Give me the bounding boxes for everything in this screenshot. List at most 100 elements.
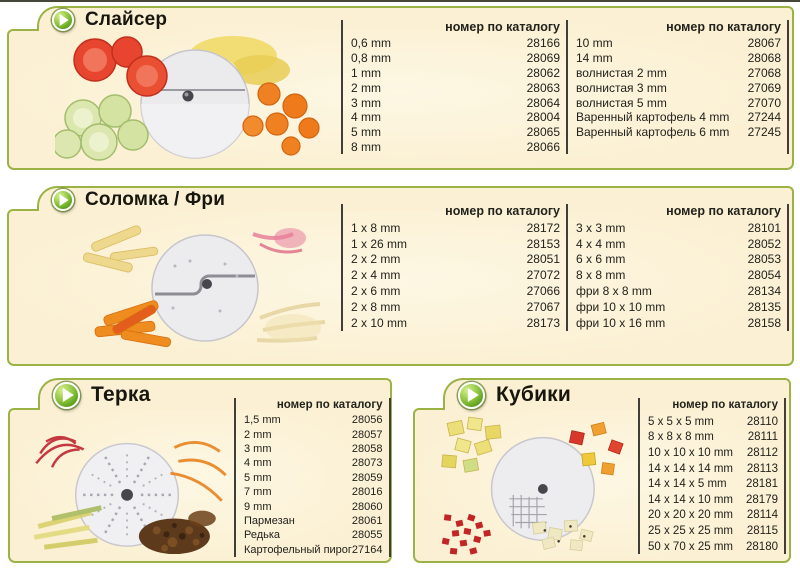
table-row: 14 x 14 x 10 mm 28179 [648, 492, 778, 508]
size-cell: 0,6 mm [351, 36, 392, 51]
section-julienne-fries: Соломка / Фри [7, 186, 794, 366]
code-cell: 28173 [526, 315, 560, 330]
size-cell: 25 x 25 x 25 mm [648, 524, 734, 537]
table-row: 6 x 6 mm 28053 [576, 252, 781, 268]
slicer-disc-icon [55, 36, 320, 161]
code-cell: 27069 [747, 80, 781, 95]
code-cell: 28051 [526, 252, 560, 267]
size-cell: 2 x 6 mm [351, 284, 401, 299]
table-row: волнистая 2 mm 27068 [576, 66, 781, 81]
size-cell: Пармезан [244, 514, 295, 527]
code-cell: 28111 [747, 431, 778, 444]
code-cell: 28061 [351, 514, 383, 527]
code-cell: 28179 [746, 493, 778, 506]
size-cell: 14 mm [576, 51, 613, 66]
code-cell: 28062 [526, 65, 560, 80]
size-cell: 4 mm [351, 110, 381, 125]
code-cell: 28055 [351, 529, 383, 542]
code-cell: 28135 [747, 299, 781, 314]
table-row: 8 x 8 x 8 mm 28111 [648, 430, 778, 446]
page-top-rule [0, 0, 800, 2]
table-row: 8 x 8 mm 28054 [576, 267, 781, 283]
size-cell: фри 10 x 10 mm [576, 299, 666, 314]
table-row: 8 mm 28066 [351, 140, 560, 155]
code-cell: 28059 [351, 471, 383, 484]
code-cell: 28016 [351, 486, 383, 499]
catalog-header: номер по каталогу [666, 20, 781, 34]
code-cell: 28052 [747, 236, 781, 251]
table-row: 0,6 mm 28166 [351, 36, 560, 51]
grater-illustration [24, 412, 236, 558]
section-cubes: Кубики [413, 378, 791, 563]
slicer-tables: номер по каталогу 0,6 mm 28166 0,8 mm 28… [341, 20, 789, 155]
play-icon [53, 381, 80, 409]
dicing-disc-icon [441, 416, 624, 555]
size-cell: 1 mm [351, 65, 381, 80]
size-cell: 1 x 26 mm [351, 236, 408, 251]
section-slicer: Слайсер [7, 6, 794, 170]
table-rows: 1 x 8 mm 28172 1 x 26 mm 28153 2 x 2 mm … [351, 220, 560, 331]
slicer-illustration [55, 32, 345, 164]
size-cell: волнистая 3 mm [576, 80, 667, 95]
catalog-header: номер по каталогу [276, 399, 383, 411]
section-title: Слайсер [85, 8, 168, 30]
table-row: 2 x 10 mm 28173 [351, 315, 560, 331]
size-cell: 5 mm [244, 471, 272, 484]
table-row: 0,8 mm 28069 [351, 51, 560, 66]
size-cell: Варенный картофель 6 mm [576, 125, 730, 140]
table-row: 14 x 14 x 14 mm 28113 [648, 461, 778, 477]
size-cell: фри 10 x 16 mm [576, 315, 666, 330]
code-cell: 28073 [351, 457, 383, 470]
size-cell: 2 x 10 mm [351, 315, 408, 330]
catalog-table: номер по каталогу 5 x 5 x 5 mm 28110 8 x… [638, 398, 786, 555]
size-cell: 2 x 4 mm [351, 268, 401, 283]
code-cell: 28166 [526, 36, 560, 51]
table-rows: 10 mm 28067 14 mm 28068 волнистая 2 mm 2… [576, 36, 781, 140]
code-cell: 28113 [746, 462, 778, 475]
table-rows: 5 x 5 x 5 mm 28110 8 x 8 x 8 mm 28111 10… [648, 414, 778, 554]
catalog-table: номер по каталогу 1 x 8 mm 28172 1 x 26 … [341, 204, 566, 331]
table-row: Варенный картофель 6 mm 27245 [576, 125, 781, 140]
code-cell: 28158 [747, 315, 781, 330]
catalog-table: номер по каталогу 1,5 mm 28056 2 mm 2805… [234, 398, 391, 557]
table-row: Картофельный пирог 27164 [244, 543, 383, 557]
table-row: 10 x 10 x 10 mm 28112 [648, 445, 778, 461]
size-cell: 2 x 8 mm [351, 299, 401, 314]
size-cell: 8 x 8 mm [576, 268, 626, 283]
size-cell: 50 x 70 x 25 mm [648, 540, 734, 553]
table-rows: 1,5 mm 28056 2 mm 28057 3 mm 28058 [244, 413, 383, 557]
table-row: 3 mm 28058 [244, 442, 383, 456]
size-cell: 6 x 6 mm [576, 252, 626, 267]
table-row: фри 10 x 10 mm 28135 [576, 299, 781, 315]
size-cell: 14 x 14 x 10 mm [648, 493, 734, 506]
julienne-illustration [55, 216, 345, 361]
size-cell: 1 x 8 mm [351, 220, 401, 235]
size-cell: 3 mm [244, 442, 272, 455]
code-cell: 27067 [526, 299, 560, 314]
table-row: 1 x 26 mm 28153 [351, 236, 560, 252]
code-cell: 28068 [747, 51, 781, 66]
code-cell: 27068 [747, 65, 781, 80]
code-cell: 28065 [526, 125, 560, 140]
size-cell: 2 mm [244, 428, 272, 441]
catalog-header: номер по каталогу [445, 204, 560, 218]
table-row: фри 8 x 8 mm 28134 [576, 283, 781, 299]
code-cell: 28172 [526, 220, 560, 235]
size-cell: 14 x 14 x 14 mm [648, 462, 734, 475]
cubes-illustration [425, 412, 640, 558]
table-row: 14 mm 28068 [576, 51, 781, 66]
table-row: Пармезан 28061 [244, 514, 383, 528]
size-cell: 2 x 2 mm [351, 252, 401, 267]
code-cell: 28134 [747, 284, 781, 299]
julienne-tables: номер по каталогу 1 x 8 mm 28172 1 x 26 … [341, 204, 789, 331]
code-cell: 28069 [526, 51, 560, 66]
code-cell: 28054 [747, 268, 781, 283]
size-cell: 0,8 mm [351, 51, 392, 66]
section-cubes-tab: Кубики [443, 378, 791, 410]
table-row: 4 x 4 mm 28052 [576, 236, 781, 252]
size-cell: фри 8 x 8 mm [576, 284, 652, 299]
catalog-table: номер по каталогу 10 mm 28067 14 mm 2806… [566, 20, 789, 155]
code-cell: 27164 [351, 543, 383, 556]
play-icon [52, 188, 74, 211]
